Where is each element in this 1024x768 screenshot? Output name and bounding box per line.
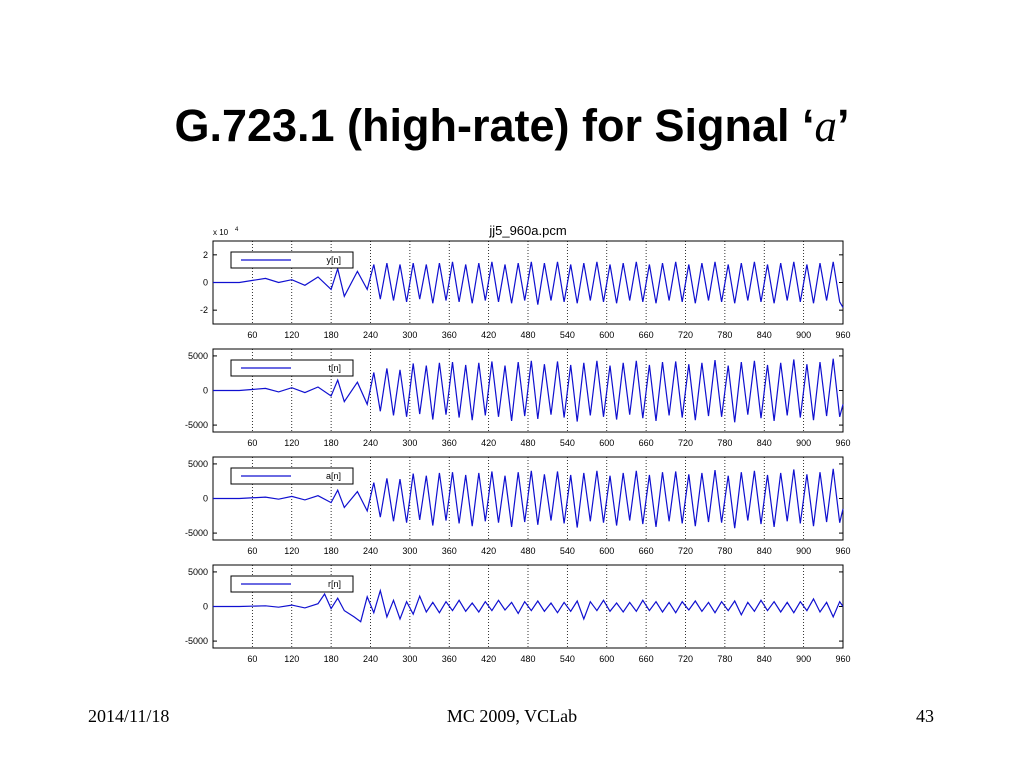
panel-1-x-tick-label: 120 bbox=[284, 330, 299, 340]
panel-3-y-tick-label: -5000 bbox=[185, 528, 208, 538]
panel-1-x-tick-label: 420 bbox=[481, 330, 496, 340]
panel-3-x-tick-label: 660 bbox=[639, 546, 654, 556]
panel-1-x-tick-label: 240 bbox=[363, 330, 378, 340]
slide-title-end: ’ bbox=[837, 100, 850, 151]
panel-1-x-tick-label: 780 bbox=[717, 330, 732, 340]
panel-4-x-tick-label: 240 bbox=[363, 654, 378, 664]
panel-2-legend-box bbox=[230, 359, 354, 377]
panel-3-x-tick-label: 240 bbox=[363, 546, 378, 556]
panel-4-y-tick-label: -5000 bbox=[185, 636, 208, 646]
panel-4-x-tick-label: 60 bbox=[247, 654, 257, 664]
panel-1-x-tick-label: 720 bbox=[678, 330, 693, 340]
panel-4-legend-label: r[n] bbox=[328, 579, 341, 589]
panel-2-x-tick-label: 840 bbox=[757, 438, 772, 448]
chart-title: jj5_960a.pcm bbox=[488, 223, 566, 238]
panel-3-x-tick-label: 420 bbox=[481, 546, 496, 556]
panel-2-x-tick-label: 960 bbox=[835, 438, 850, 448]
panel-1-scale-exponent: 4 bbox=[235, 227, 239, 233]
panel-2-x-tick-label: 180 bbox=[324, 438, 339, 448]
panel-2-x-tick-label: 240 bbox=[363, 438, 378, 448]
panel-3-x-tick-label: 360 bbox=[442, 546, 457, 556]
panel-1-x-tick-label: 600 bbox=[599, 330, 614, 340]
panel-1-x-tick-label: 960 bbox=[835, 330, 850, 340]
panel-4-x-tick-label: 420 bbox=[481, 654, 496, 664]
panel-2-x-tick-label: 660 bbox=[639, 438, 654, 448]
panel-1-y-tick-label: -2 bbox=[200, 305, 208, 315]
panel-4-x-tick-label: 540 bbox=[560, 654, 575, 664]
panel-4-x-tick-label: 360 bbox=[442, 654, 457, 664]
panel-3-x-tick-label: 600 bbox=[599, 546, 614, 556]
panel-1-x-tick-label: 300 bbox=[402, 330, 417, 340]
panel-4-y-tick-label: 0 bbox=[203, 602, 208, 612]
panel-2-x-tick-label: 480 bbox=[520, 438, 535, 448]
slide-title-symbol: a bbox=[814, 101, 838, 151]
panel-1-y-tick-label: 0 bbox=[203, 278, 208, 288]
panel-1-x-tick-label: 540 bbox=[560, 330, 575, 340]
panel-2-x-tick-label: 780 bbox=[717, 438, 732, 448]
panel-3-series-line bbox=[213, 468, 844, 529]
panel-1-x-tick-label: 660 bbox=[639, 330, 654, 340]
panel-2-legend-label: t[n] bbox=[328, 363, 341, 373]
panel-1-y-tick-label: 2 bbox=[203, 250, 208, 260]
panel-4-series-line bbox=[213, 588, 844, 623]
panel-3-y-tick-label: 0 bbox=[203, 494, 208, 504]
panel-3-x-tick-label: 180 bbox=[324, 546, 339, 556]
panel-3-x-tick-label: 720 bbox=[678, 546, 693, 556]
panel-4-x-tick-label: 660 bbox=[639, 654, 654, 664]
panel-1-x-tick-label: 900 bbox=[796, 330, 811, 340]
footer-date: 2014/11/18 bbox=[88, 706, 170, 726]
panel-1-legend-box bbox=[230, 251, 354, 269]
panel-4-x-tick-label: 900 bbox=[796, 654, 811, 664]
panel-2-x-tick-label: 360 bbox=[442, 438, 457, 448]
panel-3-x-tick-label: 840 bbox=[757, 546, 772, 556]
panel-3-x-tick-label: 60 bbox=[247, 546, 257, 556]
panel-2-x-tick-label: 60 bbox=[247, 438, 257, 448]
panel-3-x-tick-label: 780 bbox=[717, 546, 732, 556]
panel-4-x-tick-label: 300 bbox=[402, 654, 417, 664]
panel-1-series-line bbox=[213, 261, 844, 308]
slide-title: G.723.1 (high-rate) for Signal ‘a’ bbox=[0, 100, 1024, 152]
panel-1-x-tick-label: 180 bbox=[324, 330, 339, 340]
panel-4-x-tick-label: 960 bbox=[835, 654, 850, 664]
panel-4-x-tick-label: 600 bbox=[599, 654, 614, 664]
panel-4-x-tick-label: 180 bbox=[324, 654, 339, 664]
panel-1-x-tick-label: 360 bbox=[442, 330, 457, 340]
panel-2-x-tick-label: 300 bbox=[402, 438, 417, 448]
panel-4-x-tick-label: 720 bbox=[678, 654, 693, 664]
panel-3-x-tick-label: 540 bbox=[560, 546, 575, 556]
panel-2-x-tick-label: 900 bbox=[796, 438, 811, 448]
panel-4-x-tick-label: 120 bbox=[284, 654, 299, 664]
panel-3-legend-label: a[n] bbox=[326, 471, 341, 481]
panel-2-y-tick-label: 0 bbox=[203, 386, 208, 396]
panel-4-x-tick-label: 780 bbox=[717, 654, 732, 664]
panel-2-x-tick-label: 120 bbox=[284, 438, 299, 448]
panel-3-y-tick-label: 5000 bbox=[188, 459, 208, 469]
panel-3-x-tick-label: 480 bbox=[520, 546, 535, 556]
footer-page-number: 43 bbox=[916, 706, 934, 726]
panel-3-legend-box bbox=[230, 467, 354, 485]
footer-center-text: MC 2009, VCLab bbox=[446, 706, 578, 726]
panel-1-x-tick-label: 480 bbox=[520, 330, 535, 340]
slide-title-main: G.723.1 (high-rate) for Signal ‘ bbox=[174, 100, 815, 151]
panel-2-x-tick-label: 420 bbox=[481, 438, 496, 448]
panel-2-series-line bbox=[213, 358, 844, 423]
panel-2-x-tick-label: 720 bbox=[678, 438, 693, 448]
panel-4-x-tick-label: 480 bbox=[520, 654, 535, 664]
panel-4-y-tick-label: 5000 bbox=[188, 567, 208, 577]
panel-3-x-tick-label: 300 bbox=[402, 546, 417, 556]
panel-3-x-tick-label: 900 bbox=[796, 546, 811, 556]
panel-3-x-tick-label: 120 bbox=[284, 546, 299, 556]
panel-1-legend-label: y[n] bbox=[326, 255, 341, 265]
panel-4-legend-box bbox=[230, 575, 354, 593]
panel-2-x-tick-label: 600 bbox=[599, 438, 614, 448]
panel-3-x-tick-label: 960 bbox=[835, 546, 850, 556]
panel-1-x-tick-label: 840 bbox=[757, 330, 772, 340]
panel-2-y-tick-label: -5000 bbox=[185, 420, 208, 430]
panel-1-scale-label: x 10 bbox=[213, 228, 229, 237]
panel-1-x-tick-label: 60 bbox=[247, 330, 257, 340]
panel-4-x-tick-label: 840 bbox=[757, 654, 772, 664]
panel-2-y-tick-label: 5000 bbox=[188, 351, 208, 361]
panel-2-x-tick-label: 540 bbox=[560, 438, 575, 448]
